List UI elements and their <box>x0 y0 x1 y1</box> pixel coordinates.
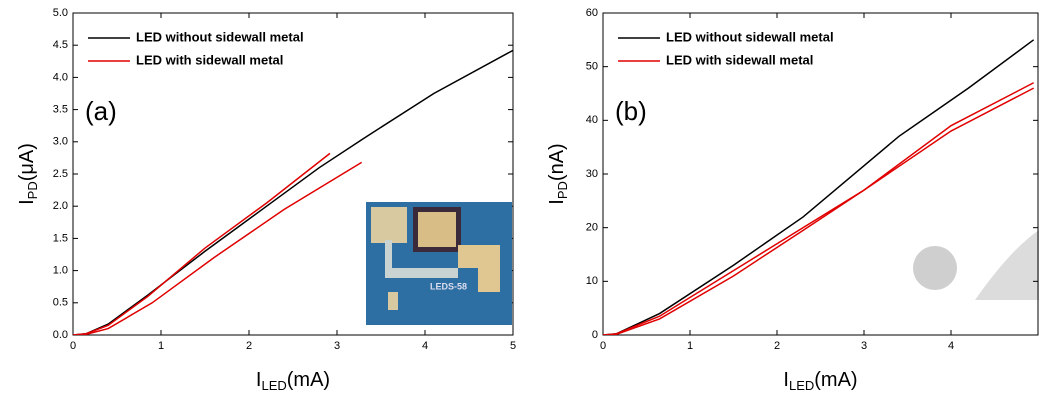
x-tick-label: 0 <box>600 340 606 352</box>
x-tick-label: 1 <box>687 340 693 352</box>
x-tick-label: 1 <box>158 340 164 352</box>
x-axis-label: ILED(mA) <box>783 369 857 393</box>
line-series <box>603 83 1034 335</box>
legend-label: LED without sidewall metal <box>666 29 834 44</box>
y-tick-label: 4.0 <box>53 71 68 83</box>
y-tick-label: 4.5 <box>53 39 68 51</box>
watermark <box>913 246 957 290</box>
inset-pad <box>388 292 398 310</box>
x-label-unit: (mA) <box>287 369 330 391</box>
y-tick-label: 0.0 <box>53 329 68 341</box>
y-tick-label: 40 <box>586 114 598 126</box>
y-axis-label: IPD(μA) <box>16 143 40 205</box>
inset-label: LEDS-58 <box>430 281 467 291</box>
panel-label: (a) <box>85 96 117 126</box>
x-tick-label: 0 <box>70 340 76 352</box>
x-label-sub: LED <box>261 378 286 393</box>
y-tick-label: 0 <box>592 329 598 341</box>
line-series <box>73 153 330 335</box>
y-label-unit: (μA) <box>16 143 38 181</box>
legend-label: LED without sidewall metal <box>136 29 304 44</box>
inset-pad <box>418 212 456 247</box>
x-tick-label: 2 <box>774 340 780 352</box>
y-tick-label: 3.0 <box>53 136 68 148</box>
y-label-unit: (nA) <box>546 143 568 181</box>
y-label-sub: PD <box>25 181 40 199</box>
panel-label: (b) <box>615 96 647 126</box>
y-axis-label: IPD(nA) <box>546 143 570 204</box>
line-series <box>603 40 1034 335</box>
y-tick-label: 3.5 <box>53 104 68 116</box>
y-tick-label: 1.0 <box>53 265 68 277</box>
y-tick-label: 2.0 <box>53 200 68 212</box>
inset-pad <box>371 207 407 243</box>
inset-photo: LEDS-58 <box>366 202 512 325</box>
y-tick-label: 5.0 <box>53 7 68 19</box>
figure: 0 1 2 3 4 5 0.0 0.5 1.0 1.5 2.0 2.5 3.0 3.5 4.0 4.5 5.0 L… <box>0 0 1039 401</box>
x-axis-label: ILED(mA) <box>256 369 330 393</box>
y-label-sub: PD <box>555 181 570 199</box>
x-tick-label: 3 <box>334 340 340 352</box>
y-tick-label: 1.5 <box>53 232 68 244</box>
y-tick-label: 20 <box>586 222 598 234</box>
x-label-unit: (mA) <box>814 369 857 391</box>
y-tick-label: 50 <box>586 61 598 73</box>
x-label-sub: LED <box>789 378 814 393</box>
x-tick-label: 5 <box>510 340 516 352</box>
legend-label: LED with sidewall metal <box>666 52 813 67</box>
y-tick-label: 60 <box>586 7 598 19</box>
y-tick-label: 2.5 <box>53 168 68 180</box>
line-series <box>603 88 1034 335</box>
y-tick-label: 30 <box>586 168 598 180</box>
x-tick-label: 4 <box>422 340 428 352</box>
x-tick-label: 4 <box>948 340 954 352</box>
y-tick-label: 10 <box>586 275 598 287</box>
legend-label: LED with sidewall metal <box>136 52 283 67</box>
x-tick-label: 2 <box>246 340 252 352</box>
y-tick-label: 0.5 <box>53 297 68 309</box>
line-series <box>73 162 362 335</box>
x-tick-label: 3 <box>861 340 867 352</box>
watermark <box>975 230 1039 300</box>
